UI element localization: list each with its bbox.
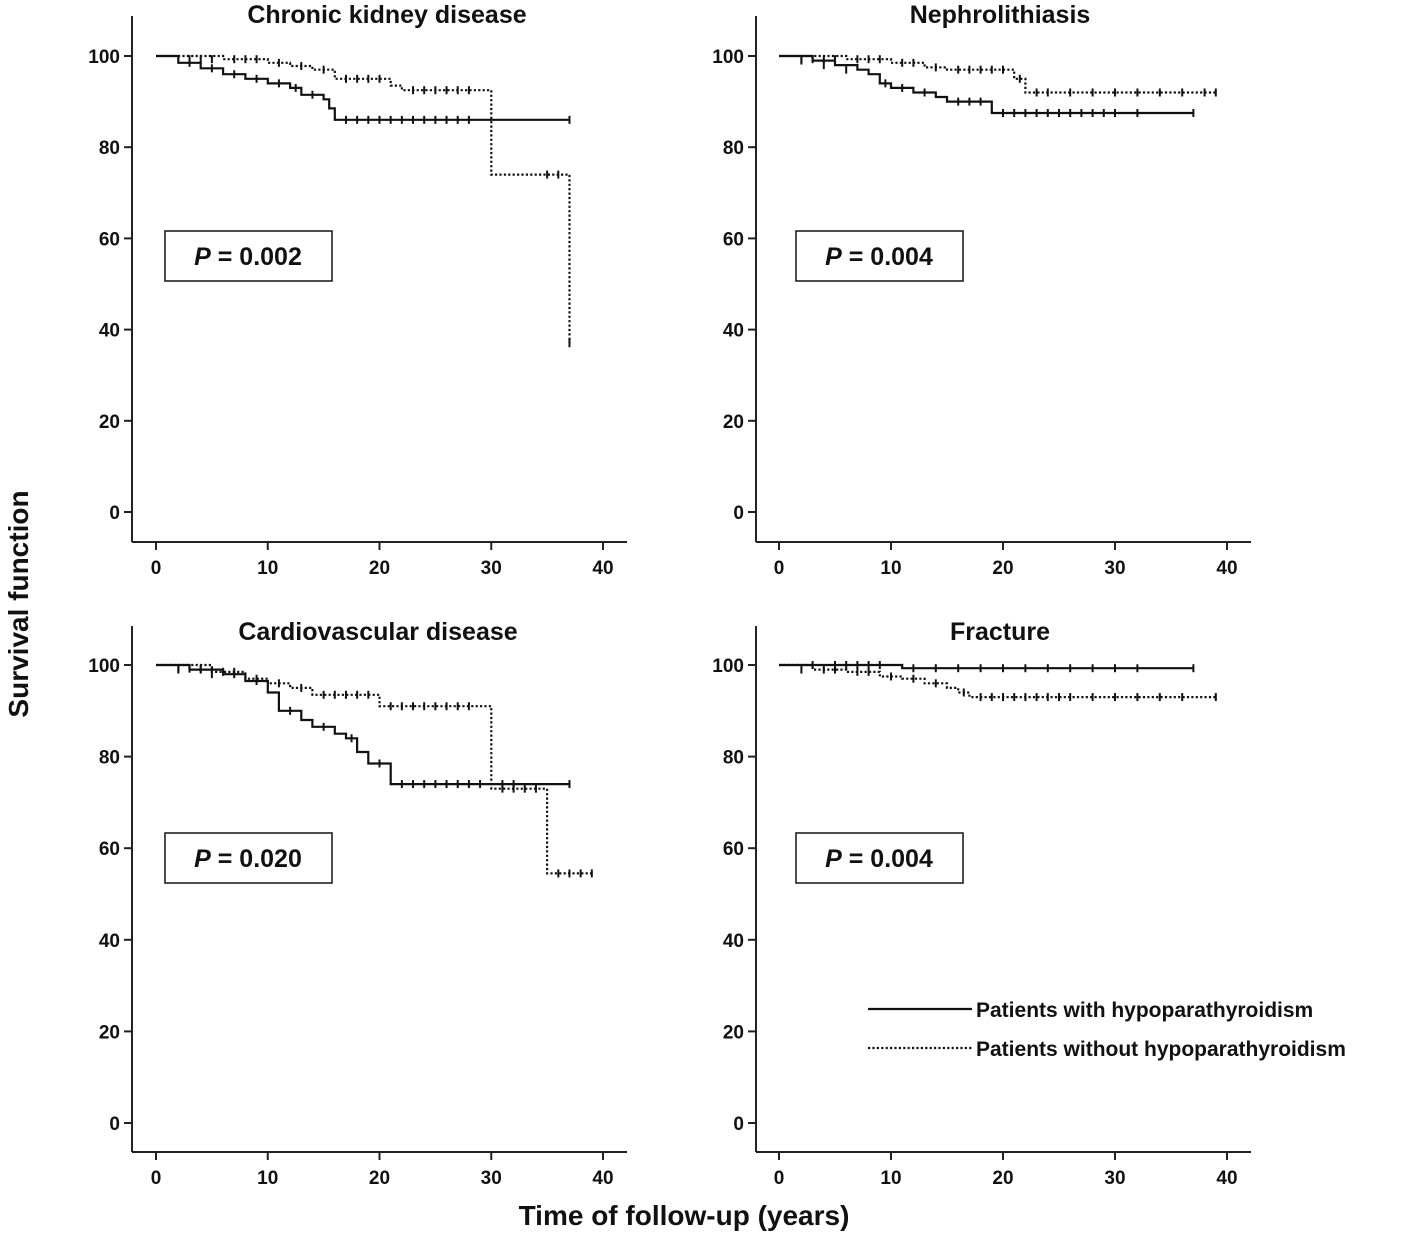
y-tick-label: 20 <box>723 1022 744 1043</box>
curve-without-hypoparathyroidism <box>779 54 1216 94</box>
curve-without-hypoparathyroidism <box>156 54 571 344</box>
legend: Patients with hypoparathyroidism Patient… <box>868 999 1346 1061</box>
panel-title: Cardiovascular disease <box>238 618 517 646</box>
y-tick-label: 0 <box>733 503 744 524</box>
x-tick-label: 40 <box>592 558 613 579</box>
x-tick-label: 40 <box>592 1168 613 1189</box>
x-tick-label: 20 <box>992 1168 1013 1189</box>
x-axis-title: Time of follow-up (years) <box>519 1200 850 1231</box>
x-tick-label: 20 <box>992 558 1013 579</box>
x-tick-label: 0 <box>151 1168 162 1189</box>
p-symbol: P <box>825 243 842 271</box>
p-value-label: P = 0.002 <box>194 243 302 271</box>
x-tick-label: 0 <box>774 558 785 579</box>
x-tick-label: 30 <box>481 1168 502 1189</box>
x-tick-label: 0 <box>774 1168 785 1189</box>
x-tick-label: 40 <box>1216 1168 1237 1189</box>
x-tick-label: 10 <box>880 1168 901 1189</box>
y-tick-label: 40 <box>723 931 744 952</box>
panel-1: Chronic kidney disease 0 20 40 60 80 100 0 10 20 3… <box>88 1 627 579</box>
x-tick-label: 10 <box>880 558 901 579</box>
panel-3: Cardiovascular disease 0 20 40 60 80 100 0 10 20 3… <box>88 618 627 1189</box>
x-tick-label: 10 <box>257 1168 278 1189</box>
y-tick-label: 60 <box>723 229 744 250</box>
x-tick-label: 0 <box>151 558 162 579</box>
curve-with-hypoparathyroidism <box>156 663 570 786</box>
p-value-box <box>164 832 333 884</box>
panel-title: Chronic kidney disease <box>247 1 526 29</box>
p-value-box <box>164 230 333 282</box>
p-symbol: P <box>194 845 211 873</box>
y-tick-label: 60 <box>723 839 744 860</box>
y-tick-label: 40 <box>99 321 120 342</box>
x-tick-label: 20 <box>369 558 390 579</box>
p-value-label: P = 0.004 <box>825 845 933 873</box>
y-tick-label: 0 <box>109 1114 120 1135</box>
p-value-label: P = 0.020 <box>194 845 302 873</box>
y-tick-label: 100 <box>712 656 744 677</box>
y-tick-label: 20 <box>99 1022 120 1043</box>
panel-4: Fracture 0 20 40 60 80 100 0 10 20 30 40 P = 0.004 <box>712 618 1251 1189</box>
curve-with-hypoparathyroidism <box>779 663 1194 670</box>
curve-without-hypoparathyroidism <box>779 663 1216 699</box>
x-tick-label: 10 <box>257 558 278 579</box>
y-tick-label: 80 <box>723 138 744 159</box>
y-tick-label: 0 <box>109 503 120 524</box>
curve-with-hypoparathyroidism <box>156 54 570 121</box>
x-tick-label: 30 <box>1104 558 1125 579</box>
y-tick-label: 0 <box>733 1114 744 1135</box>
p-symbol: P <box>825 845 842 873</box>
p-value-label: P = 0.004 <box>825 243 933 271</box>
legend-label-without: Patients without hypoparathyroidism <box>976 1038 1346 1061</box>
y-tick-label: 80 <box>99 138 120 159</box>
x-tick-label: 30 <box>1104 1168 1125 1189</box>
p-value-text: = 0.020 <box>211 845 302 873</box>
curve-with-hypoparathyroidism <box>779 54 1194 115</box>
panel-title: Nephrolithiasis <box>910 1 1091 29</box>
y-tick-label: 80 <box>99 748 120 769</box>
panel-2: Nephrolithiasis 0 20 40 60 80 100 0 10 20 30 40 P = … <box>712 1 1251 579</box>
y-tick-label: 20 <box>99 412 120 433</box>
x-tick-label: 30 <box>481 558 502 579</box>
p-value-text: = 0.004 <box>842 845 933 873</box>
p-value-box <box>795 230 964 282</box>
y-tick-label: 100 <box>88 47 120 68</box>
y-tick-label: 40 <box>723 321 744 342</box>
y-tick-label: 80 <box>723 748 744 769</box>
y-tick-label: 60 <box>99 839 120 860</box>
p-value-box <box>795 832 964 884</box>
y-tick-label: 40 <box>99 931 120 952</box>
y-axis-title: Survival function <box>3 490 34 717</box>
y-tick-label: 100 <box>88 656 120 677</box>
y-tick-label: 100 <box>712 47 744 68</box>
panel-title: Fracture <box>950 618 1050 646</box>
x-tick-label: 40 <box>1216 558 1237 579</box>
y-tick-label: 20 <box>723 412 744 433</box>
y-tick-label: 60 <box>99 229 120 250</box>
p-value-text: = 0.004 <box>842 243 933 271</box>
p-value-text: = 0.002 <box>211 243 302 271</box>
x-tick-label: 20 <box>369 1168 390 1189</box>
legend-label-with: Patients with hypoparathyroidism <box>976 999 1313 1022</box>
p-symbol: P <box>194 243 211 271</box>
